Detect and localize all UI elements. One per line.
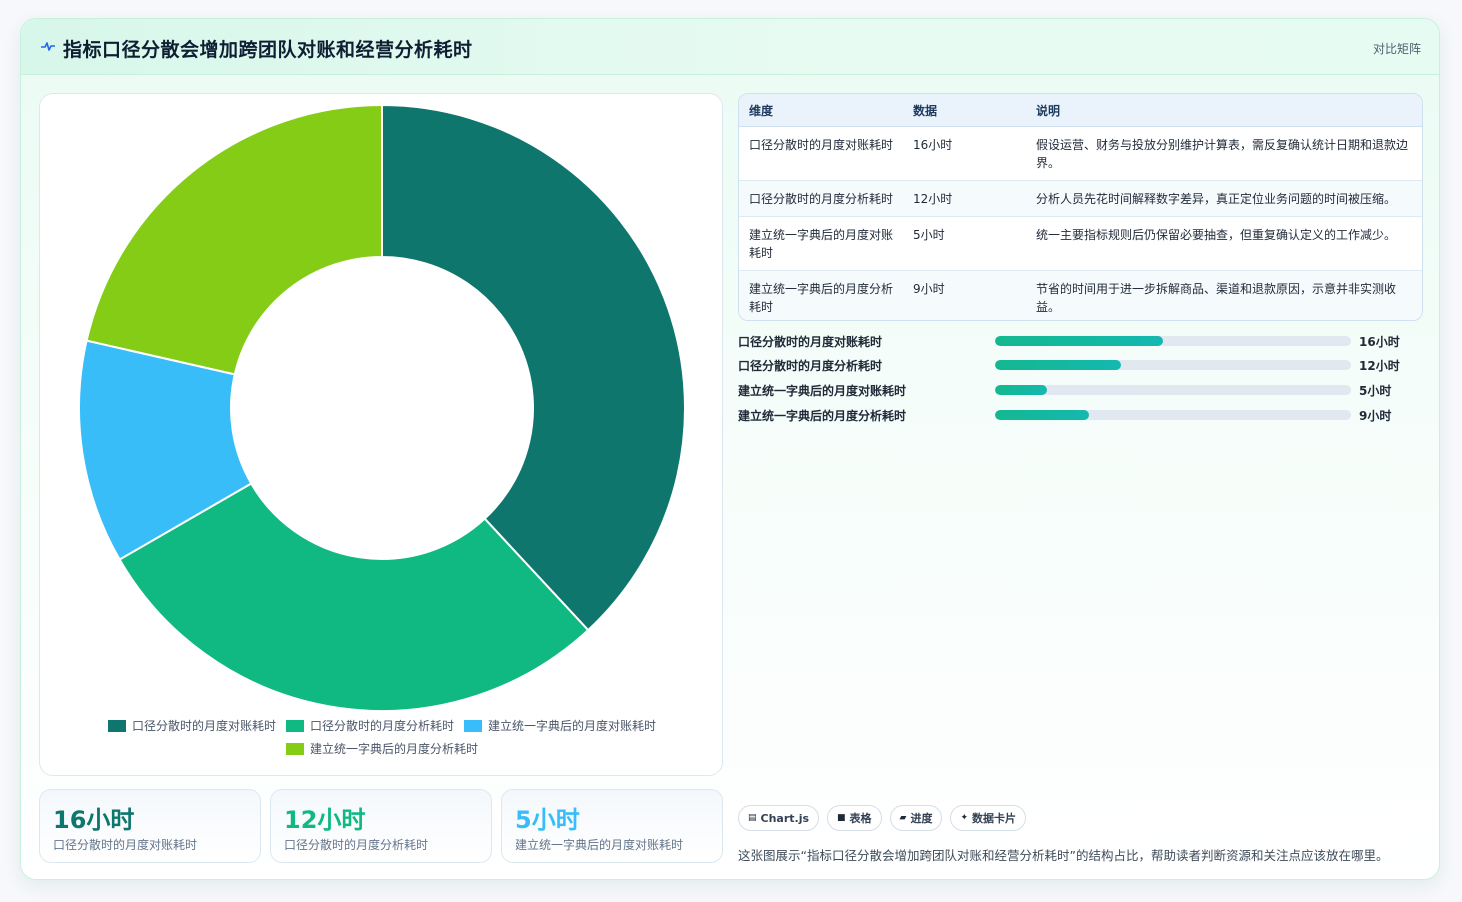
table-cell: 节省的时间用于进一步拆解商品、渠道和退款原因，示意并非实测收益。 <box>1026 270 1422 320</box>
progress-label: 建立统一字典后的月度对账耗时 <box>738 384 907 398</box>
table-cell: 9小时 <box>903 270 1026 320</box>
kpi-value: 16小时 <box>53 806 135 834</box>
comparison-matrix-link[interactable]: 对比矩阵 <box>1372 42 1421 56</box>
progress-row: 建立统一字典后的月度对账耗时 5小时 <box>738 380 1423 400</box>
donut-chart <box>78 103 686 712</box>
progress-value: 16小时 <box>1359 335 1400 349</box>
legend-label: 建立统一字典后的月度分析耗时 <box>309 742 478 756</box>
donut-slice[interactable] <box>381 103 686 632</box>
progress-track <box>995 410 1351 420</box>
chart-legend: 口径分散时的月度对账耗时 口径分散时的月度分析耗时 建立统一字典后的月度对账耗时 建立… <box>80 717 684 757</box>
legend-item[interactable]: 口径分散时的月度分析耗时 <box>285 717 454 734</box>
tag-label: 数据卡片 <box>972 812 1017 825</box>
tag-chartjs[interactable]: ▤ Chart.js <box>738 805 820 831</box>
kpi-label: 口径分散时的月度分析耗时 <box>284 838 429 852</box>
progress-row: 口径分散时的月度分析耗时 12小时 <box>738 355 1423 375</box>
progress-track <box>995 336 1351 346</box>
donut-slice[interactable] <box>85 103 383 376</box>
table-row: 口径分散时的月度对账耗时 16小时 假设运营、财务与投放分别维护计算表，需反复确… <box>739 126 1422 181</box>
progress-fill <box>995 410 1090 420</box>
kpi-card: 12小时 口径分散时的月度分析耗时 <box>270 789 492 863</box>
table-cell: 12小时 <box>903 180 1026 217</box>
main-card: 指标口径分散会增加跨团队对账和经营分析耗时 对比矩阵 口径分散时的月度对账耗时口… <box>20 18 1440 880</box>
progress-value: 12小时 <box>1359 359 1400 373</box>
table-cell: 建立统一字典后的月度分析耗时 <box>739 270 903 320</box>
table-cell: 口径分散时的月度对账耗时 <box>739 126 903 181</box>
progress-row: 建立统一字典后的月度分析耗时 9小时 <box>738 405 1423 425</box>
kpi-label: 口径分散时的月度对账耗时 <box>53 838 198 852</box>
tag-label: 表格 <box>849 812 872 825</box>
legend-item[interactable]: 建立统一字典后的月度分析耗时 <box>285 740 478 757</box>
progress-fill <box>995 385 1048 395</box>
legend-swatch <box>464 719 482 732</box>
progress-fill <box>995 360 1121 370</box>
legend-label: 口径分散时的月度分析耗时 <box>309 719 454 733</box>
progress-fill <box>995 336 1163 346</box>
legend-swatch <box>285 742 304 755</box>
legend-swatch <box>285 719 304 732</box>
tag-label: 进度 <box>910 812 933 825</box>
tag-table[interactable]: ■ 表格 <box>827 805 882 831</box>
table-cell: 口径分散时的月度分析耗时 <box>739 180 903 217</box>
table-cell: 分析人员先花时间解释数字差异，真正定位业务问题的时间被压缩。 <box>1026 180 1422 217</box>
legend-label: 建立统一字典后的月度对账耗时 <box>488 719 657 733</box>
tag-data-cards[interactable]: ✦ 数据卡片 <box>950 805 1027 831</box>
table-row: 建立统一字典后的月度分析耗时 9小时 节省的时间用于进一步拆解商品、渠道和退款原… <box>739 270 1422 320</box>
table-cell: 5小时 <box>903 216 1026 271</box>
table-cell: 假设运营、财务与投放分别维护计算表，需反复确认统计日期和退款边界。 <box>1026 126 1422 181</box>
kpi-value: 5小时 <box>515 806 580 834</box>
progress-value: 9小时 <box>1359 409 1392 423</box>
column-header: 维度 <box>739 94 903 127</box>
legend-swatch <box>107 719 126 732</box>
legend-item[interactable]: 口径分散时的月度对账耗时 <box>107 717 276 734</box>
legend-label: 口径分散时的月度对账耗时 <box>131 719 276 733</box>
pulse-icon <box>41 42 55 51</box>
legend-item[interactable]: 建立统一字典后的月度对账耗时 <box>464 717 656 734</box>
progress-label: 口径分散时的月度对账耗时 <box>738 335 883 349</box>
table-row: 口径分散时的月度分析耗时 12小时 分析人员先花时间解释数字差异，真正定位业务问… <box>739 180 1422 217</box>
column-header: 说明 <box>1026 94 1422 127</box>
progress-value: 5小时 <box>1359 384 1392 398</box>
progress-track <box>995 385 1351 395</box>
data-table: 维度 数据 说明 口径分散时的月度对账耗时 16小时 假设运营、财务与投放分别维… <box>738 93 1423 321</box>
progress-icon: ▰ <box>899 813 907 823</box>
progress-row: 口径分散时的月度对账耗时 16小时 <box>738 331 1423 351</box>
table-icon: ■ <box>837 813 846 823</box>
feature-tags: ▤ Chart.js ■ 表格 ▰ 进度 ✦ 数据卡片 <box>738 805 1027 831</box>
kpi-value: 12小时 <box>284 806 366 834</box>
table-row: 建立统一字典后的月度对账耗时 5小时 统一主要指标规则后仍保留必要抽查，但重复确… <box>739 216 1422 271</box>
chart-caption: 这张图展示“指标口径分散会增加跨团队对账和经营分析耗时”的结构占比，帮助读者判断… <box>738 848 1389 863</box>
kpi-card: 5小时 建立统一字典后的月度对账耗时 <box>501 789 723 863</box>
table-cell: 建立统一字典后的月度对账耗时 <box>739 216 903 271</box>
tag-progress[interactable]: ▰ 进度 <box>889 805 943 831</box>
table-cell: 16小时 <box>903 126 1026 181</box>
kpi-card: 16小时 口径分散时的月度对账耗时 <box>39 789 261 863</box>
progress-label: 建立统一字典后的月度分析耗时 <box>738 409 907 423</box>
card-header: 指标口径分散会增加跨团队对账和经营分析耗时 对比矩阵 <box>21 19 1439 75</box>
sparkle-icon: ✦ <box>960 813 969 823</box>
progress-label: 口径分散时的月度分析耗时 <box>738 359 883 373</box>
table-header-row: 维度 数据 说明 <box>739 94 1422 127</box>
donut-chart-panel: 口径分散时的月度对账耗时 口径分散时的月度分析耗时 建立统一字典后的月度对账耗时 建立… <box>39 93 723 776</box>
tag-label: Chart.js <box>760 811 810 825</box>
kpi-cards: 16小时 口径分散时的月度对账耗时 12小时 口径分散时的月度分析耗时 5小时 … <box>39 789 723 863</box>
page-title: 指标口径分散会增加跨团队对账和经营分析耗时 <box>63 39 473 61</box>
chart-icon: ▤ <box>748 813 757 823</box>
kpi-label: 建立统一字典后的月度对账耗时 <box>515 838 684 852</box>
progress-track <box>995 360 1351 370</box>
column-header: 数据 <box>903 94 1026 127</box>
donut-slice[interactable] <box>118 482 590 712</box>
table-cell: 统一主要指标规则后仍保留必要抽查，但重复确认定义的工作减少。 <box>1026 216 1422 271</box>
